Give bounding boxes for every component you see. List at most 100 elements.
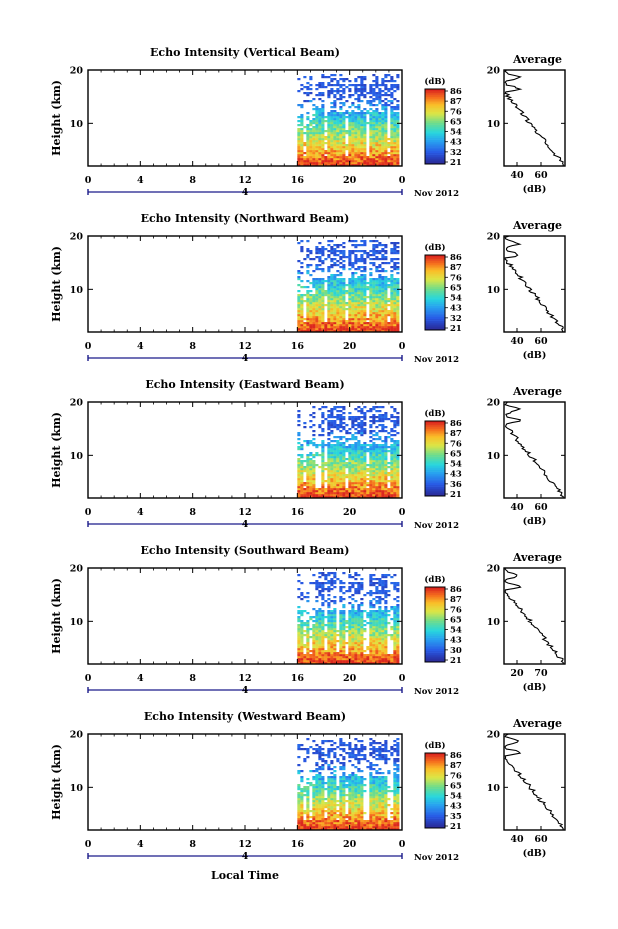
average-profile-line <box>504 235 564 333</box>
heatmap-cells <box>297 572 400 665</box>
average-profile: Average 20 10 40 60 (dB) <box>487 717 566 859</box>
colorbar-tick-label: 86 <box>450 585 462 595</box>
x-tick-label: 20 <box>343 341 357 352</box>
x-tick-label: 8 <box>189 507 196 518</box>
colorbar-tick-label: 36 <box>450 480 462 490</box>
average-x-tick-label: 40 <box>510 502 524 513</box>
colorbar-tick-label: 43 <box>450 802 462 812</box>
y-axis-label: Height (km) <box>50 578 63 654</box>
x-tick-label: 12 <box>238 341 251 352</box>
y-tick-label: 20 <box>70 232 84 243</box>
day-label: 4 <box>242 187 249 198</box>
panel-3: Echo Intensity (Southward Beam) Height (k… <box>50 544 566 697</box>
average-x-tick-label: 20 <box>510 668 524 679</box>
x-tick-label: 4 <box>137 839 144 850</box>
colorbar-label: (dB) <box>424 242 445 253</box>
average-x-label: (dB) <box>523 682 547 693</box>
y-tick-label: 20 <box>70 564 84 575</box>
panel-0: Echo Intensity (Vertical Beam) Height (km… <box>50 46 566 199</box>
date-label: Nov 2012 <box>414 853 459 863</box>
x-tick-label: 16 <box>291 341 305 352</box>
y-axis-label: Height (km) <box>50 80 63 156</box>
average-y-tick-label: 10 <box>487 617 501 628</box>
average-profile: Average 20 10 40 60 (dB) <box>487 53 566 195</box>
average-y-tick-label: 10 <box>487 285 501 296</box>
average-title: Average <box>512 717 562 730</box>
colorbar-label: (dB) <box>424 76 445 87</box>
average-x-tick-label: 70 <box>534 668 548 679</box>
heatmap-cells <box>297 406 400 499</box>
panel-title: Echo Intensity (Vertical Beam) <box>150 46 340 59</box>
x-tick-label: 0 <box>85 673 92 684</box>
day-label: 4 <box>242 519 249 530</box>
average-y-tick-label: 20 <box>487 730 501 741</box>
x-tick-label: 12 <box>238 673 251 684</box>
y-tick-label: 10 <box>70 119 84 130</box>
colorbar-tick-label: 54 <box>450 294 462 304</box>
colorbar-tick-label: 87 <box>450 97 462 107</box>
colorbar-tick-label: 43 <box>450 304 462 314</box>
average-frame <box>503 567 566 665</box>
y-axis-label: Height (km) <box>50 412 63 488</box>
average-profile-line <box>504 401 564 498</box>
colorbar-tick-label: 21 <box>450 158 462 168</box>
average-y-tick-label: 10 <box>487 451 501 462</box>
colorbar <box>424 254 446 331</box>
colorbar-tick-label: 65 <box>450 781 462 791</box>
colorbar-tick-label: 32 <box>450 314 462 324</box>
average-x-label: (dB) <box>523 848 547 859</box>
x-tick-label: 16 <box>291 507 305 518</box>
average-frame <box>503 69 566 167</box>
heatmap-cells <box>297 738 400 831</box>
colorbar-tick-label: 65 <box>450 283 462 293</box>
date-label: Nov 2012 <box>414 521 459 531</box>
colorbar-tick-label: 54 <box>450 626 462 636</box>
colorbar <box>424 88 446 165</box>
x-tick-label: 0 <box>399 839 406 850</box>
average-x-label: (dB) <box>523 516 547 527</box>
x-tick-label: 16 <box>291 175 305 186</box>
colorbar-tick-label: 54 <box>450 128 462 138</box>
colorbar-tick-label: 21 <box>450 822 462 832</box>
day-label: 4 <box>242 851 249 862</box>
x-tick-label: 0 <box>399 341 406 352</box>
date-label: Nov 2012 <box>414 189 459 199</box>
y-tick-label: 10 <box>70 285 84 296</box>
x-tick-label: 8 <box>189 673 196 684</box>
average-profile-line <box>504 567 564 664</box>
date-label: Nov 2012 <box>414 687 459 697</box>
average-profile: Average 20 10 40 60 (dB) <box>487 385 566 527</box>
y-tick-label: 10 <box>70 783 84 794</box>
colorbar <box>424 586 446 663</box>
x-tick-label: 20 <box>343 175 357 186</box>
colorbar-tick-label: 65 <box>450 615 462 625</box>
average-x-tick-label: 60 <box>534 502 548 513</box>
average-y-tick-label: 20 <box>487 232 501 243</box>
colorbar-tick-label: 87 <box>450 595 462 605</box>
average-frame <box>503 733 566 831</box>
x-tick-label: 12 <box>238 175 251 186</box>
heatmap-cells <box>297 240 400 333</box>
colorbar-tick-label: 87 <box>450 761 462 771</box>
x-tick-label: 4 <box>137 175 144 186</box>
colorbar-tick-label: 21 <box>450 490 462 500</box>
average-x-tick-label: 60 <box>534 336 548 347</box>
y-tick-label: 20 <box>70 730 84 741</box>
colorbar-tick-label: 76 <box>450 605 462 615</box>
panel-title: Echo Intensity (Eastward Beam) <box>145 378 344 391</box>
day-label: 4 <box>242 353 249 364</box>
panel-title: Echo Intensity (Southward Beam) <box>141 544 350 557</box>
average-frame <box>503 235 566 333</box>
colorbar-tick-label: 87 <box>450 429 462 439</box>
x-tick-label: 4 <box>137 673 144 684</box>
average-x-tick-label: 60 <box>534 834 548 845</box>
colorbar-tick-label: 21 <box>450 324 462 334</box>
average-x-label: (dB) <box>523 350 547 361</box>
date-label: Nov 2012 <box>414 355 459 365</box>
x-tick-label: 4 <box>137 341 144 352</box>
colorbar-label: (dB) <box>424 408 445 419</box>
colorbar-tick-label: 30 <box>450 646 462 656</box>
panel-title: Echo Intensity (Westward Beam) <box>144 710 346 723</box>
average-title: Average <box>512 385 562 398</box>
x-tick-label: 0 <box>85 175 92 186</box>
